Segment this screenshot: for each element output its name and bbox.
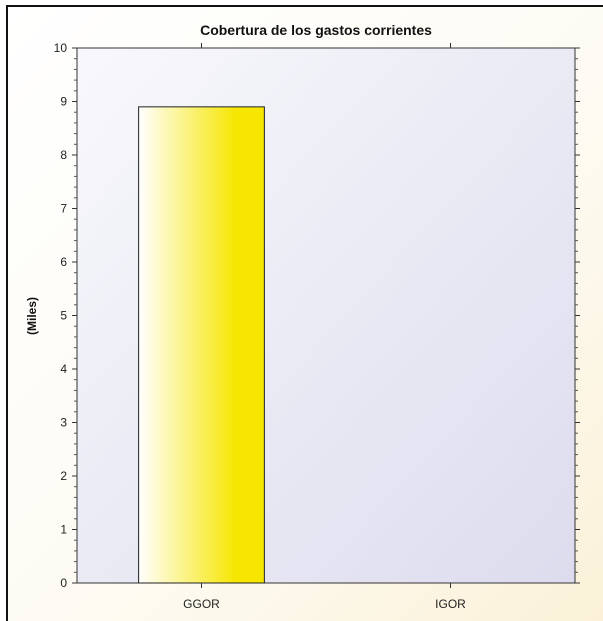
x-tick-label: IGOR <box>435 597 466 611</box>
x-tick-label: GGOR <box>183 597 220 611</box>
y-axis-label: (Miles) <box>25 297 39 335</box>
y-tick-label: 0 <box>60 576 67 590</box>
y-tick-label: 4 <box>60 362 67 376</box>
y-tick-label: 10 <box>54 41 68 55</box>
y-tick-label: 9 <box>60 95 67 109</box>
y-tick-label: 1 <box>60 523 67 537</box>
y-tick-label: 5 <box>60 309 67 323</box>
y-tick-label: 7 <box>60 202 67 216</box>
y-tick-label: 2 <box>60 469 67 483</box>
y-tick-label: 8 <box>60 148 67 162</box>
bar-ggor <box>138 106 265 584</box>
y-tick-label: 3 <box>60 416 67 430</box>
chart-title: Cobertura de los gastos corrientes <box>200 22 432 38</box>
y-tick-label: 6 <box>60 255 67 269</box>
